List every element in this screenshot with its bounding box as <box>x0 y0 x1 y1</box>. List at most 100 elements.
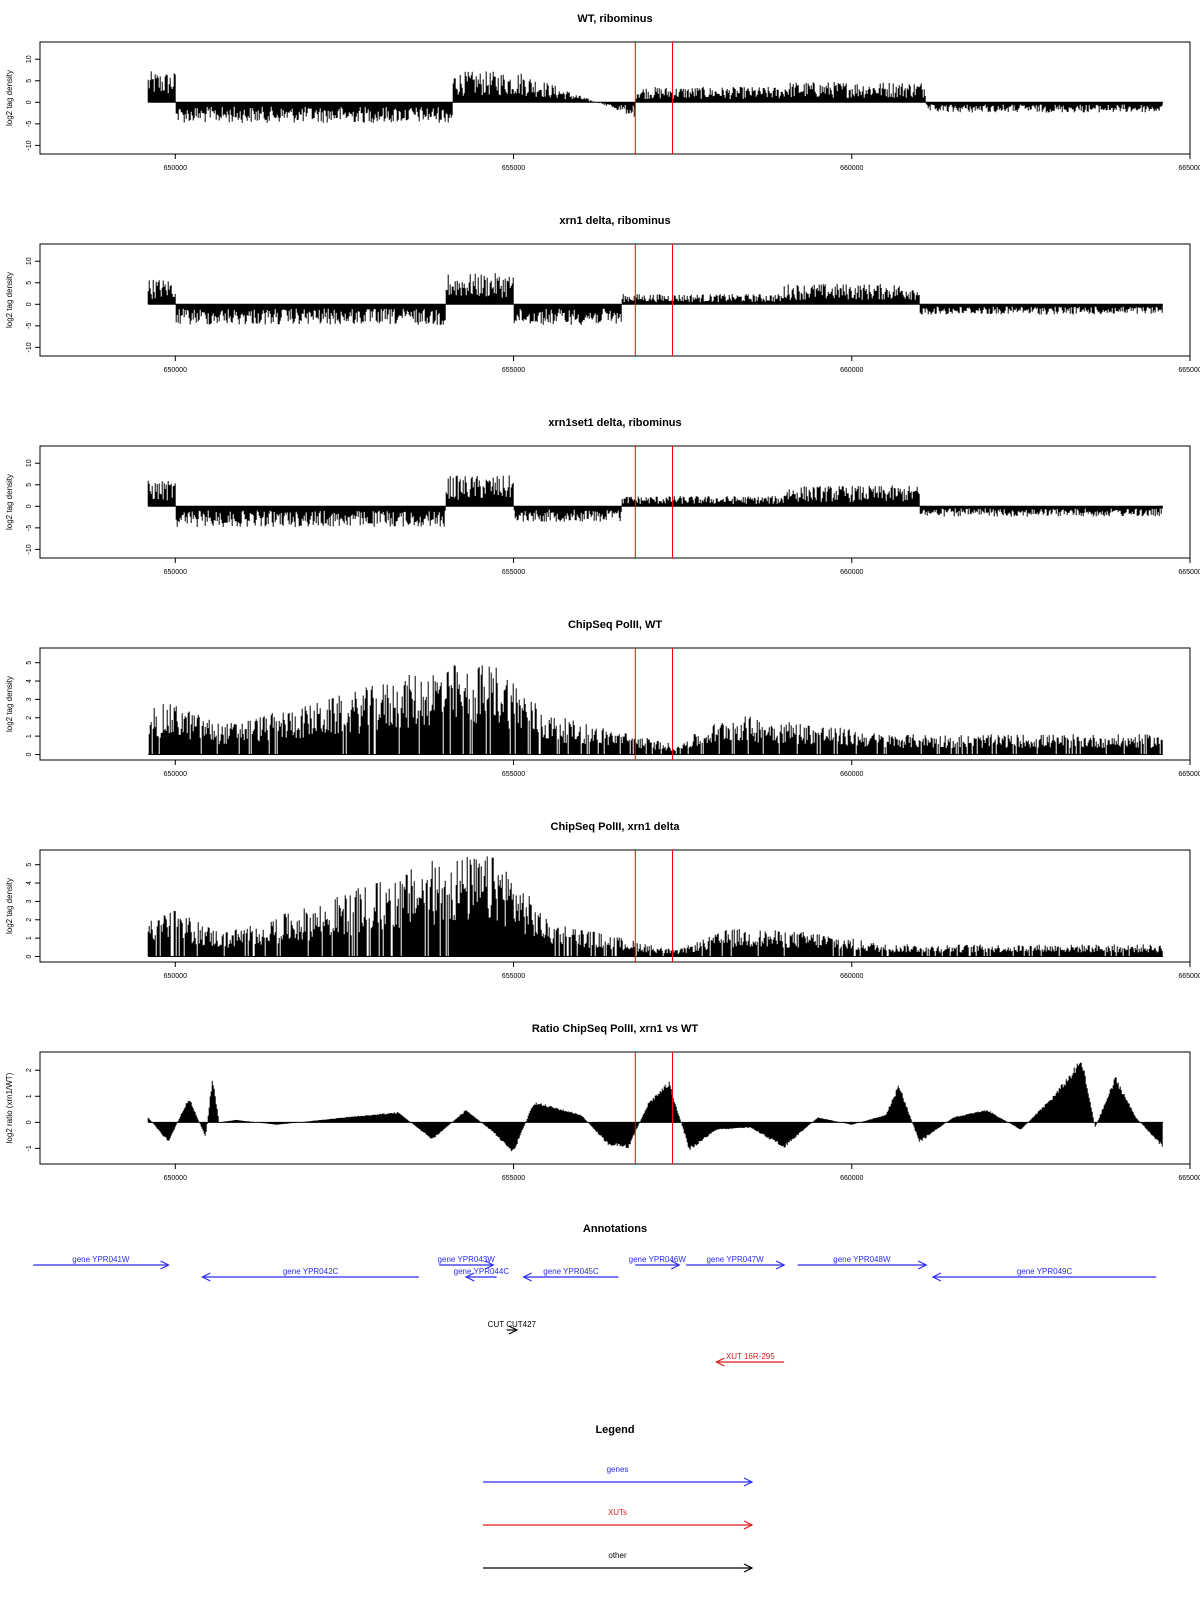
arrowhead <box>464 1272 475 1282</box>
x-tick-label: 665000 <box>1178 1175 1200 1182</box>
track-title: ChipSeq PolII, xrn1 delta <box>551 821 681 833</box>
feature-label: gene YPR042C <box>283 1267 339 1276</box>
track-panel: xrn1set1 delta, ribominus log2 tag densit… <box>5 417 1200 576</box>
y-tick-label: 1 <box>26 1094 33 1098</box>
arrowhead <box>522 1272 532 1282</box>
x-tick-label: 650000 <box>164 973 187 980</box>
plot-frame <box>39 849 1191 963</box>
x-tick-label: 665000 <box>1178 367 1200 374</box>
y-tick-label: 5 <box>26 661 33 665</box>
arrowhead <box>743 1520 754 1530</box>
arrowhead <box>201 1272 211 1282</box>
x-tick-label: 660000 <box>840 1175 863 1182</box>
x-tick-label: 665000 <box>1178 165 1200 172</box>
y-tick-label: 5 <box>26 863 33 867</box>
y-tick-label: 0 <box>26 302 33 306</box>
density-bars <box>147 71 1163 123</box>
x-tick-label: 650000 <box>164 569 187 576</box>
track-title: WT, ribominus <box>577 13 652 25</box>
x-tick-label: 665000 <box>1178 973 1200 980</box>
track-panel: WT, ribominus log2 tag density -10 -5 0 5 10 65… <box>5 13 1200 172</box>
arrowhead <box>670 1260 681 1270</box>
legend-item: other <box>483 1551 754 1573</box>
x-tick-label: 655000 <box>502 165 525 172</box>
arrowhead <box>743 1563 754 1573</box>
x-tick-label: 650000 <box>164 165 187 172</box>
y-tick-label: 0 <box>26 100 33 104</box>
feature-label: gene YPR049C <box>1017 1267 1073 1276</box>
annotation-feature: gene YPR042C <box>201 1267 419 1282</box>
x-tick-label: 660000 <box>840 569 863 576</box>
annotation-feature: gene YPR041W <box>33 1255 170 1270</box>
x-tick-label: 660000 <box>840 771 863 778</box>
x-tick-label: 650000 <box>164 367 187 374</box>
arrowhead <box>715 1357 725 1367</box>
x-tick-label: 655000 <box>502 1175 525 1182</box>
y-axis-label: log2 tag density <box>5 70 14 126</box>
legend-label: genes <box>607 1465 629 1474</box>
y-tick-label: 0 <box>26 504 33 508</box>
y-tick-label: 5 <box>26 281 33 285</box>
y-tick-label: 4 <box>26 679 33 683</box>
y-tick-label: 10 <box>26 257 33 265</box>
track-title: xrn1 delta, ribominus <box>559 215 670 227</box>
annotations-title: Annotations <box>583 1223 647 1235</box>
y-tick-label: -10 <box>26 342 33 352</box>
y-axis-label: log2 tag density <box>5 474 14 530</box>
y-tick-label: 3 <box>26 899 33 903</box>
y-tick-label: 3 <box>26 697 33 701</box>
track-title: xrn1set1 delta, ribominus <box>548 417 681 429</box>
y-tick-label: -1 <box>26 1145 33 1151</box>
density-bars <box>147 856 1163 957</box>
plot-frame <box>39 445 1191 559</box>
arrowhead <box>917 1260 928 1270</box>
arrowhead <box>743 1477 754 1487</box>
x-tick-label: 650000 <box>164 771 187 778</box>
annotations-panel: Annotations gene YPR041W gene YPR042C gene… <box>33 1223 1157 1367</box>
x-tick-label: 665000 <box>1178 771 1200 778</box>
y-tick-label: 5 <box>26 483 33 487</box>
annotation-feature: XUT 16R-295 <box>715 1352 785 1367</box>
y-tick-label: 2 <box>26 918 33 922</box>
y-tick-label: 10 <box>26 55 33 63</box>
legend-item: XUTs <box>483 1508 754 1530</box>
density-bars <box>147 475 1163 527</box>
legend-panel: Legend genes XUTs other <box>483 1424 754 1573</box>
track-panel: Ratio ChipSeq PolII, xrn1 vs WT log2 rati… <box>5 1023 1200 1182</box>
track-panel: ChipSeq PolII, WT log2 tag density 0 1 2 3 4 5 6… <box>5 619 1200 778</box>
annotation-feature: gene YPR049C <box>931 1267 1157 1282</box>
track-panel: ChipSeq PolII, xrn1 delta log2 tag densit… <box>5 821 1200 980</box>
y-axis-label: log2 tag density <box>5 676 14 732</box>
y-tick-label: 2 <box>26 716 33 720</box>
track-panel: xrn1 delta, ribominus log2 tag density -10… <box>5 215 1200 374</box>
legend-title: Legend <box>595 1424 634 1436</box>
y-tick-label: 2 <box>26 1068 33 1072</box>
arrowhead <box>775 1260 786 1270</box>
x-tick-label: 650000 <box>164 1175 187 1182</box>
plot-frame <box>39 243 1191 357</box>
feature-label: gene YPR045C <box>543 1267 599 1276</box>
y-axis-label: log2 tag density <box>5 272 14 328</box>
arrowhead <box>508 1325 519 1335</box>
plot-frame <box>39 1051 1191 1165</box>
feature-label: XUT 16R-295 <box>726 1352 775 1361</box>
plot-frame <box>39 41 1191 155</box>
arrowhead <box>484 1260 495 1270</box>
y-tick-label: -10 <box>26 544 33 554</box>
annotation-feature: gene YPR043W <box>438 1255 495 1270</box>
track-title: Ratio ChipSeq PolII, xrn1 vs WT <box>532 1023 699 1035</box>
feature-label: gene YPR048W <box>833 1255 891 1264</box>
density-bars <box>148 665 1163 755</box>
y-axis-label: log2 ratio (xrn1/WT) <box>5 1072 14 1143</box>
plot-frame <box>39 647 1191 761</box>
feature-label: gene YPR046W <box>629 1255 687 1264</box>
x-tick-label: 660000 <box>840 973 863 980</box>
x-tick-label: 660000 <box>840 367 863 374</box>
legend-items: genes XUTs other <box>483 1465 754 1573</box>
y-tick-label: -5 <box>26 121 33 127</box>
feature-label: gene YPR044C <box>454 1267 510 1276</box>
y-tick-label: -10 <box>26 140 33 150</box>
y-tick-label: 10 <box>26 459 33 467</box>
